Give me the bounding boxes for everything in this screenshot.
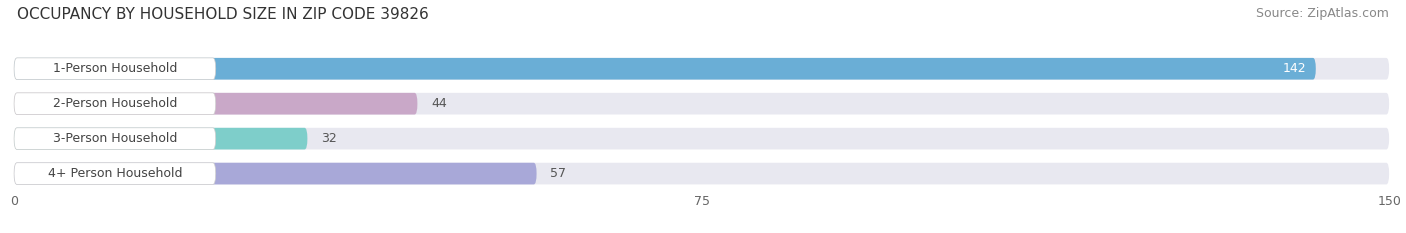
Text: Source: ZipAtlas.com: Source: ZipAtlas.com (1256, 7, 1389, 20)
FancyBboxPatch shape (14, 93, 215, 115)
Text: OCCUPANCY BY HOUSEHOLD SIZE IN ZIP CODE 39826: OCCUPANCY BY HOUSEHOLD SIZE IN ZIP CODE … (17, 7, 429, 22)
Text: 2-Person Household: 2-Person Household (52, 97, 177, 110)
Text: 1-Person Household: 1-Person Household (52, 62, 177, 75)
FancyBboxPatch shape (14, 58, 215, 80)
Text: 4+ Person Household: 4+ Person Household (48, 167, 183, 180)
FancyBboxPatch shape (14, 163, 1389, 185)
Text: 32: 32 (321, 132, 337, 145)
FancyBboxPatch shape (14, 58, 1316, 80)
FancyBboxPatch shape (14, 163, 537, 185)
FancyBboxPatch shape (14, 93, 418, 115)
FancyBboxPatch shape (14, 128, 308, 150)
Text: 44: 44 (432, 97, 447, 110)
FancyBboxPatch shape (14, 128, 215, 150)
FancyBboxPatch shape (14, 128, 1389, 150)
FancyBboxPatch shape (14, 93, 1389, 115)
Text: 3-Person Household: 3-Person Household (52, 132, 177, 145)
FancyBboxPatch shape (14, 58, 1389, 80)
FancyBboxPatch shape (14, 163, 215, 185)
Text: 57: 57 (550, 167, 567, 180)
Text: 142: 142 (1284, 62, 1306, 75)
